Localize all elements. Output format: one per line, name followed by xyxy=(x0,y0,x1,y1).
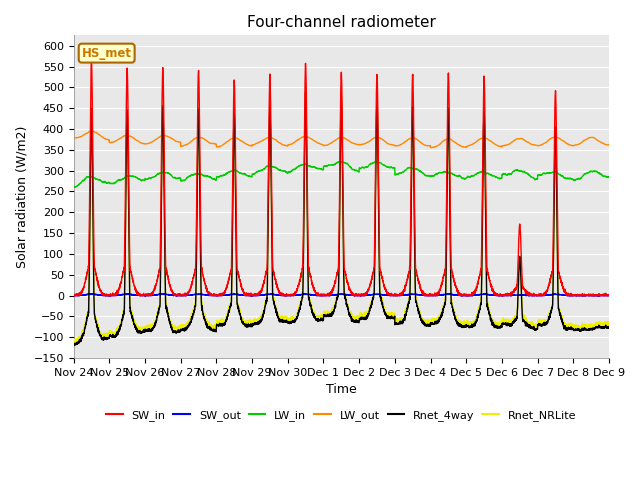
Y-axis label: Solar radiation (W/m2): Solar radiation (W/m2) xyxy=(15,125,28,268)
Title: Four-channel radiometer: Four-channel radiometer xyxy=(247,15,436,30)
Text: HS_met: HS_met xyxy=(82,47,132,60)
X-axis label: Time: Time xyxy=(326,383,356,396)
Legend: SW_in, SW_out, LW_in, LW_out, Rnet_4way, Rnet_NRLite: SW_in, SW_out, LW_in, LW_out, Rnet_4way,… xyxy=(102,406,581,425)
